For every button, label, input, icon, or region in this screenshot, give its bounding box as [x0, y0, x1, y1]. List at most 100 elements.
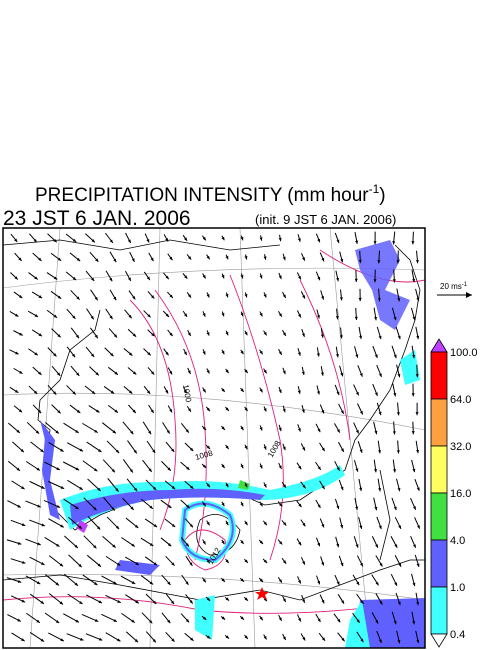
- wind-arrow-head: [415, 259, 419, 264]
- wind-arrow-head: [301, 371, 305, 375]
- colorbar-label: 16.0: [450, 488, 471, 500]
- wind-arrow-head: [165, 275, 169, 280]
- wind-arrow-head: [79, 637, 84, 641]
- wind-arrow-head: [282, 446, 286, 451]
- wind-arrow-head: [71, 353, 76, 358]
- wind-arrow-head: [129, 469, 133, 473]
- wind-arrow-head: [33, 238, 37, 243]
- wind-arrow-head: [359, 525, 363, 529]
- wind-arrow-head: [169, 370, 173, 375]
- map-bg: [3, 228, 425, 648]
- wind-arrow-head: [76, 257, 81, 262]
- wind-arrow-head: [113, 296, 117, 301]
- colorbar-segment: [430, 351, 448, 400]
- wind-arrow-head: [225, 635, 230, 639]
- wind-arrow-head: [148, 619, 153, 624]
- wind-arrow-head: [337, 618, 341, 623]
- wind-arrow-head: [132, 409, 136, 414]
- wind-arrow-head: [16, 429, 20, 433]
- wind-arrow-head: [259, 502, 263, 507]
- wind-arrow-head: [282, 598, 286, 602]
- wind-arrow-head: [96, 409, 100, 413]
- wind-arrow-head: [320, 334, 324, 338]
- wind-arrow-head: [151, 295, 155, 299]
- wind-arrow-head: [278, 351, 282, 355]
- wind-arrow-head: [282, 294, 286, 298]
- wind-arrow-head: [189, 562, 193, 566]
- graticule: [3, 228, 425, 648]
- title: PRECIPITATION INTENSITY (mm hour-1): [35, 182, 386, 206]
- wind-arrow-head: [278, 275, 282, 279]
- wind-arrow-head: [60, 448, 64, 452]
- wind-arrow-head: [184, 313, 188, 317]
- wind-arrow-head: [109, 277, 113, 282]
- wind-arrow-head: [55, 430, 59, 434]
- wind-arrow-head: [358, 259, 362, 264]
- wind-arrow-head: [189, 523, 193, 528]
- wind-arrow-head: [171, 562, 175, 566]
- wind-arrow-head: [116, 638, 121, 642]
- wind-scale-superscript: -1: [462, 282, 468, 288]
- wind-arrow-head: [78, 525, 82, 529]
- wind-arrow-head: [74, 582, 78, 586]
- wind-arrow-head: [135, 562, 140, 565]
- wind-arrow-head: [259, 540, 263, 545]
- wind-arrow-head: [336, 277, 340, 282]
- wind-arrow-head: [360, 562, 363, 567]
- wind-arrow-head: [38, 257, 42, 261]
- wind-arrow-head: [72, 391, 76, 395]
- wind-arrow-head: [98, 637, 103, 641]
- wind-arrow-head: [316, 353, 320, 357]
- wind-arrow-head: [57, 410, 61, 414]
- wind-arrow-head: [40, 600, 44, 604]
- wind-arrow-head: [298, 503, 302, 508]
- colorbar-segment: [430, 445, 448, 494]
- wind-arrow-head: [297, 352, 301, 356]
- wind-arrow-head: [206, 294, 210, 298]
- wind-arrow-head: [76, 296, 80, 300]
- wind-arrow-head: [375, 620, 379, 624]
- wind-scale-text: 20 ms: [440, 282, 462, 291]
- wind-arrow-head: [169, 256, 173, 261]
- wind-arrow-head: [167, 619, 171, 624]
- wind-arrow-head: [115, 449, 120, 454]
- wind-arrow-head: [111, 468, 115, 473]
- wind-arrow-head: [147, 352, 151, 356]
- wind-arrow-head: [94, 582, 98, 586]
- wind-arrow-head: [263, 369, 267, 374]
- wind-arrow-head: [377, 298, 381, 302]
- wind-arrow-head: [152, 449, 156, 453]
- wind-arrow-head: [22, 560, 26, 564]
- wind-arrow-head: [411, 241, 415, 245]
- wind-arrow-head: [336, 239, 340, 244]
- wind-arrow-head: [397, 373, 401, 378]
- wind-arrow-head: [202, 540, 206, 545]
- wind-arrow-head: [374, 316, 378, 321]
- wind-arrow-head: [96, 526, 101, 530]
- wind-arrow-head: [412, 544, 416, 548]
- wind-arrow-head: [206, 445, 211, 449]
- wind-arrow-head: [378, 373, 382, 377]
- wind-arrow-head: [36, 619, 40, 623]
- wind-arrow-head: [317, 238, 321, 243]
- location-star: [255, 587, 269, 600]
- wind-arrow-head: [259, 237, 263, 241]
- wind-arrow-head: [225, 255, 229, 260]
- wind-arrow-head: [93, 506, 97, 511]
- wind-arrow-head: [393, 620, 397, 625]
- colorbar: 100.0 64.0 32.0 16.0 4.0 1.0 0.4: [430, 338, 478, 648]
- wind-arrow-head: [165, 313, 169, 318]
- wind-arrow-head: [41, 485, 45, 489]
- wind-arrow-head: [355, 391, 359, 396]
- wind-arrow-head: [37, 504, 41, 508]
- wind-arrow-head: [398, 525, 401, 529]
- wind-arrow-head: [117, 599, 121, 603]
- wind-arrow-head: [33, 390, 38, 394]
- wind-arrow-head: [131, 619, 135, 623]
- wind-arrow-head: [131, 258, 135, 262]
- wind-arrow-head: [317, 542, 321, 547]
- colorbar-segment: [430, 586, 448, 635]
- wind-arrow-head: [189, 447, 194, 452]
- wind-arrow-head: [397, 601, 401, 606]
